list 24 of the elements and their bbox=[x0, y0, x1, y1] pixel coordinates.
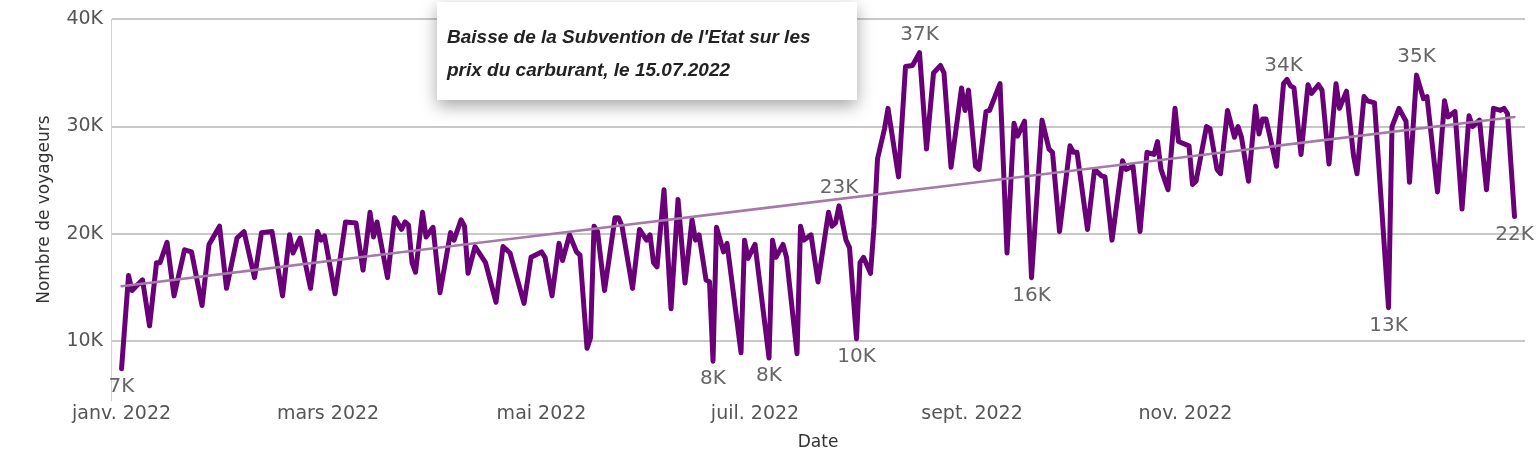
data-label: 23K bbox=[819, 174, 860, 199]
data-label: 7K bbox=[108, 372, 136, 397]
x-tick-label: sept. 2022 bbox=[921, 401, 1023, 424]
data-label: 8K bbox=[756, 362, 783, 387]
y-tick-label: 10K bbox=[66, 327, 104, 350]
y-tick-label: 20K bbox=[66, 220, 104, 243]
data-label: 10K bbox=[837, 342, 877, 367]
data-label: 8K bbox=[700, 365, 727, 390]
x-axis-title: Date bbox=[797, 431, 839, 452]
data-label: 34K bbox=[1264, 51, 1304, 76]
x-tick-label: juil. 2022 bbox=[709, 401, 800, 424]
data-label: 16K bbox=[1012, 281, 1052, 306]
y-tick-label: 40K bbox=[66, 6, 104, 29]
data-label: 13K bbox=[1369, 311, 1409, 336]
data-label: 35K bbox=[1397, 43, 1437, 68]
y-tick-label: 30K bbox=[66, 113, 104, 136]
data-label: 22K bbox=[1495, 220, 1535, 245]
data-label: 37K bbox=[900, 20, 940, 45]
x-tick-label: nov. 2022 bbox=[1138, 401, 1233, 424]
x-tick-label: mars 2022 bbox=[276, 401, 380, 424]
x-tick-label: mai 2022 bbox=[496, 401, 587, 424]
x-tick-label: janv. 2022 bbox=[70, 401, 172, 424]
annotation: Baisse de la Subvention de l'Etat sur les prix du carburant, le 15.07.2022 bbox=[437, 2, 857, 100]
y-axis-title: Nombre de voyageurs bbox=[32, 115, 53, 304]
